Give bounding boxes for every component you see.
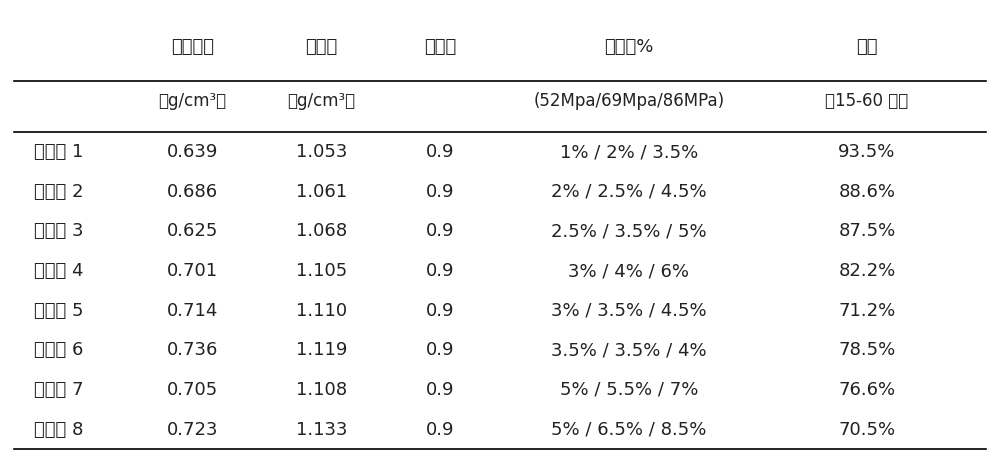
Text: 1.068: 1.068: [296, 223, 347, 240]
Text: 0.723: 0.723: [167, 420, 218, 438]
Text: （15-60 目）: （15-60 目）: [825, 92, 909, 110]
Text: 0.701: 0.701: [167, 262, 218, 280]
Text: （g/cm³）: （g/cm³）: [159, 92, 227, 110]
Text: 实施例 7: 实施例 7: [34, 381, 83, 399]
Text: 圆球度: 圆球度: [424, 38, 457, 56]
Text: 5% / 6.5% / 8.5%: 5% / 6.5% / 8.5%: [551, 420, 707, 438]
Text: 2% / 2.5% / 4.5%: 2% / 2.5% / 4.5%: [551, 183, 707, 201]
Text: 视密度: 视密度: [305, 38, 338, 56]
Text: 0.9: 0.9: [426, 143, 455, 161]
Text: 产率: 产率: [856, 38, 878, 56]
Text: 76.6%: 76.6%: [838, 381, 895, 399]
Text: 实施例 6: 实施例 6: [34, 341, 83, 359]
Text: (52Mpa/69Mpa/86MPa): (52Mpa/69Mpa/86MPa): [533, 92, 724, 110]
Text: 1.119: 1.119: [296, 341, 347, 359]
Text: 0.686: 0.686: [167, 183, 218, 201]
Text: 实施例 5: 实施例 5: [34, 302, 83, 320]
Text: 0.9: 0.9: [426, 223, 455, 240]
Text: 82.2%: 82.2%: [838, 262, 896, 280]
Text: 实施例 2: 实施例 2: [34, 183, 83, 201]
Text: 实施例 3: 实施例 3: [34, 223, 83, 240]
Text: 破碎率%: 破碎率%: [604, 38, 654, 56]
Text: 0.714: 0.714: [167, 302, 218, 320]
Text: 0.9: 0.9: [426, 302, 455, 320]
Text: 1.105: 1.105: [296, 262, 347, 280]
Text: 3% / 3.5% / 4.5%: 3% / 3.5% / 4.5%: [551, 302, 707, 320]
Text: 0.625: 0.625: [167, 223, 218, 240]
Text: 实施例 1: 实施例 1: [34, 143, 83, 161]
Text: 88.6%: 88.6%: [838, 183, 895, 201]
Text: 1.061: 1.061: [296, 183, 347, 201]
Text: 0.9: 0.9: [426, 183, 455, 201]
Text: 5% / 5.5% / 7%: 5% / 5.5% / 7%: [560, 381, 698, 399]
Text: 0.9: 0.9: [426, 341, 455, 359]
Text: 0.9: 0.9: [426, 381, 455, 399]
Text: 70.5%: 70.5%: [838, 420, 895, 438]
Text: 71.2%: 71.2%: [838, 302, 896, 320]
Text: 体积密度: 体积密度: [171, 38, 214, 56]
Text: 2.5% / 3.5% / 5%: 2.5% / 3.5% / 5%: [551, 223, 707, 240]
Text: 3.5% / 3.5% / 4%: 3.5% / 3.5% / 4%: [551, 341, 707, 359]
Text: （g/cm³）: （g/cm³）: [287, 92, 356, 110]
Text: 87.5%: 87.5%: [838, 223, 896, 240]
Text: 1.133: 1.133: [296, 420, 347, 438]
Text: 93.5%: 93.5%: [838, 143, 896, 161]
Text: 78.5%: 78.5%: [838, 341, 896, 359]
Text: 1.053: 1.053: [296, 143, 347, 161]
Text: 0.9: 0.9: [426, 262, 455, 280]
Text: 实施例 4: 实施例 4: [34, 262, 83, 280]
Text: 3% / 4% / 6%: 3% / 4% / 6%: [568, 262, 689, 280]
Text: 1% / 2% / 3.5%: 1% / 2% / 3.5%: [560, 143, 698, 161]
Text: 1.110: 1.110: [296, 302, 347, 320]
Text: 0.736: 0.736: [167, 341, 218, 359]
Text: 0.639: 0.639: [167, 143, 218, 161]
Text: 0.9: 0.9: [426, 420, 455, 438]
Text: 1.108: 1.108: [296, 381, 347, 399]
Text: 0.705: 0.705: [167, 381, 218, 399]
Text: 实施例 8: 实施例 8: [34, 420, 83, 438]
